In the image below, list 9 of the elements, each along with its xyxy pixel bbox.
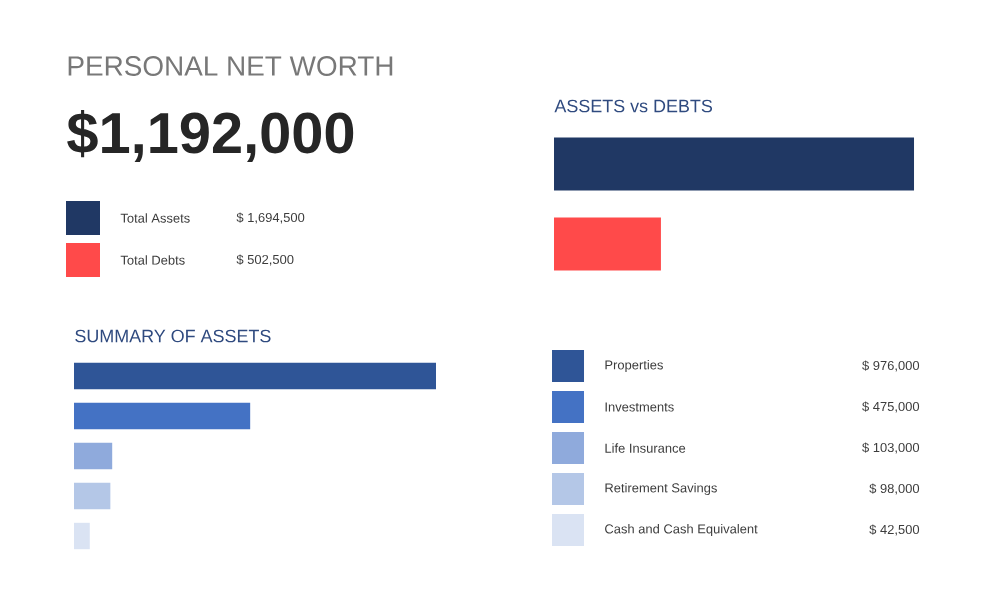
bar — [74, 522, 90, 550]
bar — [74, 362, 436, 390]
text: $1,192,000 — [67, 110, 354, 162]
text: PERSONAL NET WORTH — [68, 56, 393, 76]
chart-title: SUMMARY OF ASSETS — [75, 329, 271, 343]
bar — [74, 402, 251, 430]
bar — [74, 482, 111, 510]
bar — [74, 442, 113, 470]
chart-title: ASSETS vs DEBTS — [554, 99, 713, 113]
